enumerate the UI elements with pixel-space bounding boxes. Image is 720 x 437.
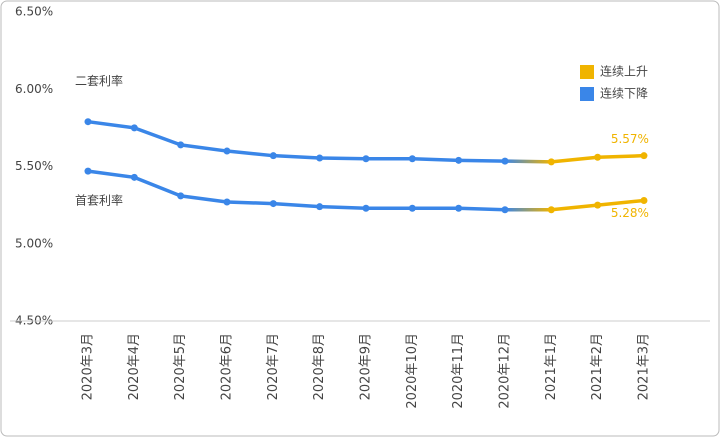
legend-label: 连续上升 <box>600 64 648 79</box>
point <box>594 201 602 209</box>
y-tick-label: 6.50% <box>15 5 53 19</box>
point <box>223 147 231 155</box>
y-tick-label: 5.00% <box>15 236 53 250</box>
point <box>640 196 648 204</box>
point <box>223 198 231 206</box>
series-label: 首套利率 <box>75 193 123 208</box>
data-label: 5.28% <box>611 206 649 220</box>
point <box>455 204 463 212</box>
data-label: 5.57% <box>611 132 649 146</box>
point <box>130 124 138 132</box>
x-tick-label: 2020年5月 <box>173 333 188 400</box>
x-tick-label: 2020年9月 <box>358 333 373 400</box>
x-tick-label: 2020年12月 <box>497 333 512 409</box>
point <box>501 157 509 165</box>
x-tick-label: 2020年11月 <box>451 333 466 409</box>
x-tick-label: 2021年1月 <box>544 333 559 400</box>
x-tick-label: 2020年8月 <box>312 333 327 400</box>
point <box>362 155 370 163</box>
x-tick-label: 2020年10月 <box>405 333 420 409</box>
x-tick-label: 2021年2月 <box>590 333 605 400</box>
y-tick-label: 6.00% <box>15 82 53 96</box>
point <box>130 173 138 181</box>
legend-label: 连续下降 <box>600 86 648 101</box>
series-label: 二套利率 <box>75 73 123 88</box>
point <box>455 156 463 164</box>
point <box>269 152 277 160</box>
point <box>84 118 92 126</box>
legend-swatch <box>580 65 594 79</box>
point <box>640 152 648 160</box>
x-tick-label: 2020年7月 <box>266 333 281 400</box>
point <box>84 167 92 175</box>
point <box>316 154 324 162</box>
point <box>501 206 509 214</box>
point <box>408 204 416 212</box>
point <box>408 155 416 163</box>
y-tick-label: 5.50% <box>15 159 53 173</box>
point <box>362 204 370 212</box>
point <box>594 153 602 161</box>
x-tick-label: 2020年3月 <box>81 333 96 400</box>
x-tick-label: 2020年6月 <box>219 333 234 400</box>
point <box>177 192 185 200</box>
point <box>316 203 324 211</box>
point <box>177 141 185 149</box>
point <box>547 206 555 214</box>
x-tick-label: 2021年3月 <box>636 333 651 400</box>
legend-swatch <box>580 87 594 101</box>
point <box>547 158 555 166</box>
point <box>269 200 277 208</box>
x-tick-label: 2020年4月 <box>127 333 142 400</box>
